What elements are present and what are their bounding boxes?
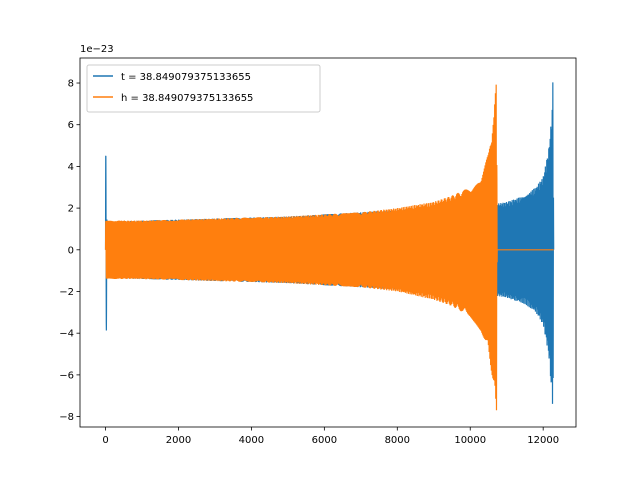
- x-tick-label: 2000: [166, 435, 191, 446]
- y-offset-label: 1e−23: [80, 44, 114, 55]
- series-layer: [104, 82, 555, 411]
- y-tick-label: −8: [59, 412, 74, 423]
- legend-label-t: t = 38.849079375133655: [121, 72, 251, 83]
- x-tick-label: 6000: [312, 435, 337, 446]
- series-line-h: [104, 84, 554, 411]
- axes-frame: [79, 57, 577, 428]
- y-tick-label: 8: [68, 79, 74, 90]
- legend-label-h: h = 38.849079375133655: [121, 93, 253, 104]
- y-tick-label: −6: [59, 370, 74, 381]
- legend-box: [86, 64, 321, 113]
- y-tick-label: −2: [59, 287, 74, 298]
- y-tick-label: 4: [68, 162, 74, 173]
- y-tick-label: 6: [68, 120, 74, 131]
- y-tick-label: −4: [59, 329, 74, 340]
- y-tick-label: 2: [68, 204, 74, 215]
- plot-area: [104, 82, 555, 411]
- x-axis: 0 2000 4000 6000 8000 10000 12000: [102, 427, 559, 446]
- y-axis: −8 −6 −4 −2 0 2 4 6 8: [59, 79, 80, 423]
- x-tick-label: 8000: [385, 435, 410, 446]
- y-tick-label: 0: [68, 245, 74, 256]
- x-tick-label: 4000: [239, 435, 264, 446]
- x-tick-label: 12000: [527, 435, 559, 446]
- legend: t = 38.849079375133655 h = 38.8490793751…: [86, 64, 321, 113]
- x-tick-label: 10000: [454, 435, 486, 446]
- x-tick-label: 0: [102, 435, 108, 446]
